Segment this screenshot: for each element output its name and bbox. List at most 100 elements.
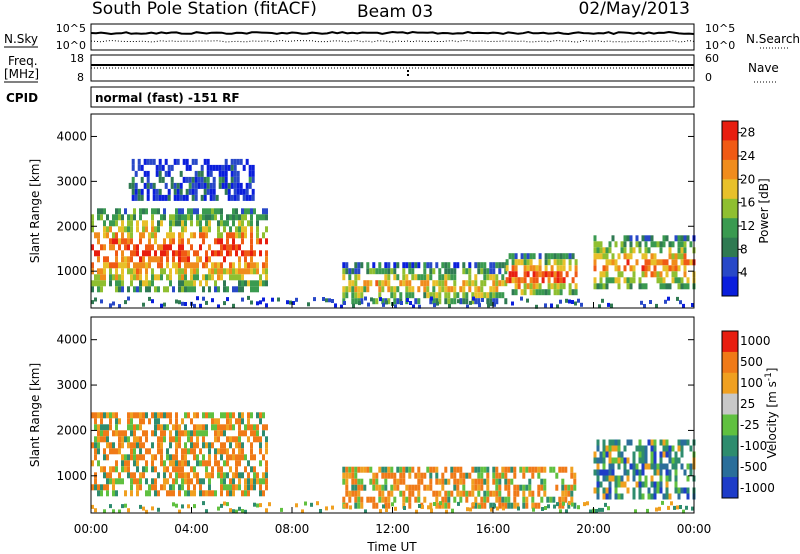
heatmap-cell bbox=[115, 424, 118, 431]
heatmap-cell bbox=[435, 502, 439, 509]
heatmap-cell bbox=[610, 303, 613, 308]
heatmap-cell bbox=[112, 442, 115, 449]
heatmap-cell bbox=[241, 268, 244, 275]
heatmap-cell bbox=[223, 460, 226, 467]
heatmap-cell bbox=[157, 262, 160, 269]
heatmap-cell bbox=[644, 475, 648, 482]
heatmap-cell bbox=[620, 481, 624, 488]
x-tick-label: 04:00 bbox=[174, 522, 209, 536]
heatmap-cell bbox=[238, 418, 241, 425]
heatmap-cell bbox=[444, 502, 448, 509]
heatmap-cell bbox=[169, 274, 172, 281]
heatmap-cell bbox=[656, 241, 660, 248]
heatmap-cell bbox=[245, 182, 249, 189]
heatmap-cell bbox=[226, 250, 229, 257]
heatmap-cell bbox=[623, 445, 627, 452]
heatmap-cell bbox=[166, 244, 169, 251]
heatmap-cell bbox=[629, 247, 633, 254]
heatmap-cell bbox=[137, 194, 141, 201]
heatmap-cell bbox=[226, 286, 229, 293]
heatmap-cell bbox=[574, 265, 578, 272]
heatmap-cell bbox=[378, 496, 382, 503]
heatmap-cell bbox=[244, 484, 247, 491]
heatmap-cell bbox=[507, 478, 511, 485]
heatmap-cell bbox=[154, 208, 157, 215]
heatmap-cell bbox=[465, 268, 469, 275]
heatmap-cell bbox=[178, 232, 181, 239]
heatmap-cell bbox=[190, 448, 193, 455]
heatmap-cell bbox=[91, 280, 94, 287]
heatmap-cell bbox=[100, 274, 103, 281]
heatmap-cell bbox=[444, 280, 448, 287]
heatmap-cell bbox=[662, 235, 666, 242]
heatmap-cell bbox=[546, 496, 550, 503]
heatmap-cell bbox=[133, 472, 136, 479]
heatmap-cell bbox=[457, 299, 460, 304]
heatmap-cell bbox=[226, 214, 229, 221]
heatmap-cell bbox=[226, 502, 229, 507]
heatmap-cell bbox=[229, 436, 232, 443]
heatmap-cell bbox=[166, 424, 169, 431]
heatmap-cell bbox=[220, 232, 223, 239]
heatmap-cell bbox=[629, 277, 633, 284]
heatmap-cell bbox=[157, 244, 160, 251]
heatmap-cell bbox=[466, 304, 469, 309]
heatmap-cell bbox=[435, 298, 439, 305]
nave-label: Nave bbox=[748, 61, 779, 75]
heatmap-cell bbox=[197, 176, 201, 183]
heatmap-cell bbox=[217, 274, 220, 281]
heatmap-cell bbox=[399, 292, 403, 299]
heatmap-cell bbox=[193, 208, 196, 215]
heatmap-cell bbox=[379, 297, 382, 302]
heatmap-cell bbox=[190, 286, 193, 293]
heatmap-cell bbox=[480, 484, 484, 491]
velocity-cbar-tick-label: -100 bbox=[740, 439, 767, 453]
heatmap-cell bbox=[480, 280, 484, 287]
heatmap-cell bbox=[668, 265, 672, 272]
heatmap-cell bbox=[181, 418, 184, 425]
heatmap-cell bbox=[181, 448, 184, 455]
heatmap-cell bbox=[103, 274, 106, 281]
heatmap-cell bbox=[577, 298, 580, 303]
heatmap-cell bbox=[558, 466, 562, 473]
heatmap-cell bbox=[140, 176, 144, 183]
colorbar-segment bbox=[722, 198, 738, 219]
heatmap-cell bbox=[529, 259, 533, 266]
heatmap-cell bbox=[462, 292, 466, 299]
heatmap-cell bbox=[130, 232, 133, 239]
heatmap-cell bbox=[236, 170, 240, 177]
heatmap-cell bbox=[139, 268, 142, 275]
heatmap-cell bbox=[674, 235, 678, 242]
heatmap-cell bbox=[465, 472, 469, 479]
power-cbar-tick-label: 16 bbox=[740, 196, 755, 210]
heatmap-cell bbox=[570, 472, 574, 479]
heatmap-cell bbox=[184, 262, 187, 269]
heatmap-cell bbox=[178, 430, 181, 437]
heatmap-cell bbox=[354, 280, 358, 287]
heatmap-cell bbox=[127, 460, 130, 467]
heatmap-cell bbox=[166, 256, 169, 263]
heatmap-cell bbox=[399, 490, 403, 497]
heatmap-cell bbox=[653, 265, 657, 272]
heatmap-cell bbox=[181, 430, 184, 437]
heatmap-cell bbox=[471, 298, 475, 305]
heatmap-cell bbox=[148, 490, 151, 497]
heatmap-cell bbox=[441, 280, 445, 287]
heatmap-cell bbox=[519, 484, 523, 491]
heatmap-cell bbox=[691, 506, 694, 511]
heatmap-cell bbox=[405, 496, 409, 503]
heatmap-cell bbox=[514, 277, 518, 284]
heatmap-cell bbox=[97, 286, 100, 293]
heatmap-cell bbox=[617, 493, 621, 500]
heatmap-cell bbox=[157, 226, 160, 233]
heatmap-cell bbox=[155, 188, 159, 195]
heatmap-cell bbox=[202, 262, 205, 269]
heatmap-cell bbox=[160, 448, 163, 455]
heatmap-cell bbox=[94, 508, 97, 513]
heatmap-cell bbox=[235, 286, 238, 293]
heatmap-cell bbox=[354, 274, 358, 281]
heatmap-cell bbox=[136, 274, 139, 281]
heatmap-cell bbox=[112, 430, 115, 437]
nsky-panel-frame bbox=[90, 23, 695, 51]
heatmap-cell bbox=[501, 502, 505, 509]
